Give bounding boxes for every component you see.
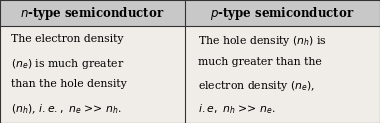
Text: The electron density: The electron density [11,34,123,44]
Text: $(n_h)$, $\it{i.e.,}$ $n_e$ >> $n_h$.: $(n_h)$, $\it{i.e.,}$ $n_e$ >> $n_h$. [11,102,121,116]
Bar [0,26,380,123]
Text: $\it{i.e,}$ $n_h$ >> $n_e$.: $\it{i.e,}$ $n_h$ >> $n_e$. [198,102,276,116]
Text: electron density $(n_e)$,: electron density $(n_e)$, [198,79,315,93]
Bar [0,0,185,26]
Text: much greater than the: much greater than the [198,57,321,67]
Text: $(n_e)$ is much greater: $(n_e)$ is much greater [11,57,124,71]
Text: The hole density $(n_h)$ is: The hole density $(n_h)$ is [198,34,326,48]
Text: $\it{n}$-type semiconductor: $\it{n}$-type semiconductor [21,5,165,22]
Bar [185,0,380,26]
Text: than the hole density: than the hole density [11,79,127,89]
Text: $\it{p}$-type semiconductor: $\it{p}$-type semiconductor [210,5,355,22]
